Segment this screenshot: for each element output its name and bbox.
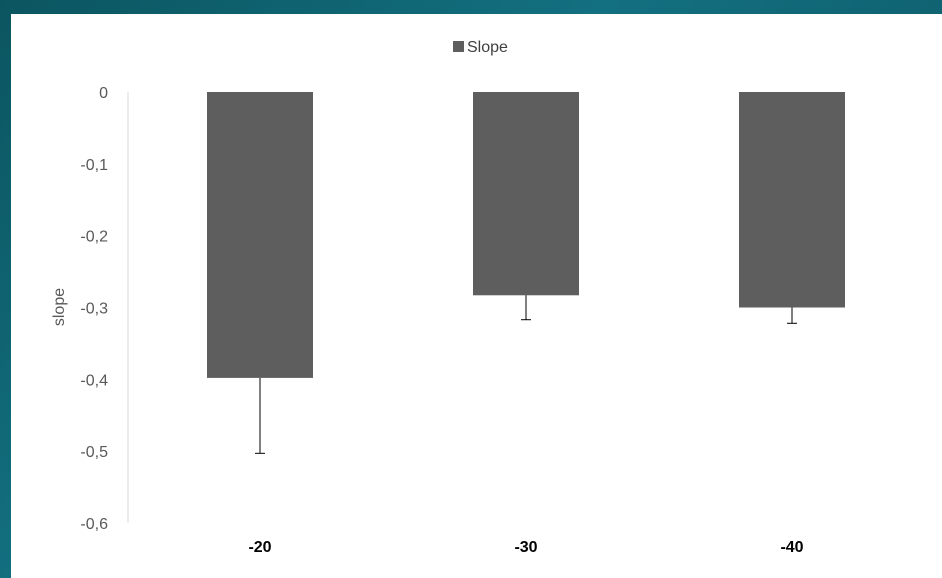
bar xyxy=(207,92,313,378)
error-bar xyxy=(255,377,265,454)
y-tick-label: -0,6 xyxy=(80,516,108,533)
bars xyxy=(207,92,845,378)
error-bar xyxy=(521,295,531,321)
y-tick-label: -0,3 xyxy=(80,301,108,318)
bar xyxy=(739,92,845,308)
y-tick-label: -0,1 xyxy=(80,157,108,174)
legend-label: Slope xyxy=(467,39,508,56)
x-tick-label: -30 xyxy=(514,539,537,556)
x-tick-label: -40 xyxy=(780,539,803,556)
category-labels: -20 -30 -40 xyxy=(248,539,803,556)
y-tick-label: -0,5 xyxy=(80,444,108,461)
legend: Slope xyxy=(453,39,508,56)
y-tick-label: -0,4 xyxy=(80,372,108,389)
y-tick-label: 0 xyxy=(99,85,108,102)
error-bars xyxy=(255,295,797,454)
y-tick-label: -0,2 xyxy=(80,229,108,246)
y-axis-label: slope xyxy=(51,288,68,326)
y-tick-labels: 0 -0,1 -0,2 -0,3 -0,4 -0,5 -0,6 xyxy=(80,85,108,533)
x-tick-label: -20 xyxy=(248,539,271,556)
legend-swatch xyxy=(453,41,464,52)
bar xyxy=(473,92,579,296)
error-bar xyxy=(787,307,797,324)
